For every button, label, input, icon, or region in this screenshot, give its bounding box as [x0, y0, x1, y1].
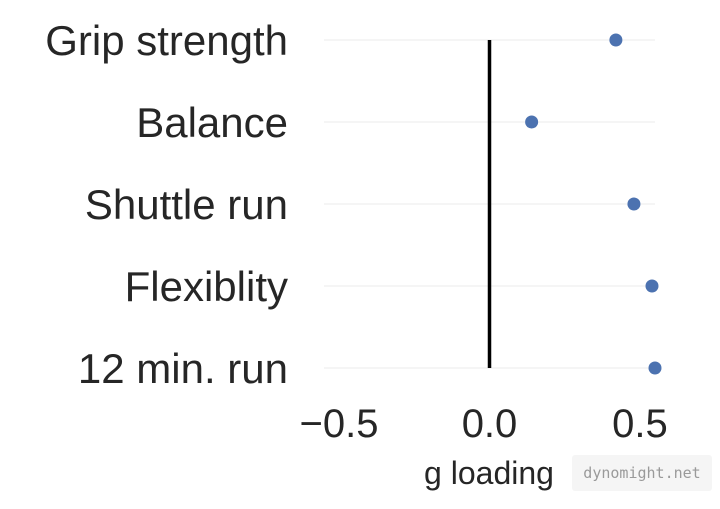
category-label: Shuttle run: [85, 181, 288, 228]
category-labels: Grip strength Balance Shuttle run Flexiblit…: [45, 17, 288, 392]
category-label: Flexiblity: [125, 263, 288, 310]
x-tick-label: −0.5: [300, 402, 379, 446]
data-point: [648, 361, 662, 375]
x-tick-label: 0.5: [612, 402, 668, 446]
data-point: [609, 33, 623, 47]
data-points: [525, 33, 662, 375]
x-tick-labels: −0.5 0.0 0.5: [300, 402, 668, 446]
category-label: Balance: [136, 99, 288, 146]
data-point: [627, 197, 641, 211]
data-point: [525, 115, 539, 129]
data-point: [645, 279, 659, 293]
watermark: dynomight.net: [572, 455, 712, 491]
x-tick-label: 0.0: [462, 402, 518, 446]
category-label: Grip strength: [45, 17, 288, 64]
category-label: 12 min. run: [78, 345, 288, 392]
x-axis-label: g loading: [424, 455, 554, 491]
